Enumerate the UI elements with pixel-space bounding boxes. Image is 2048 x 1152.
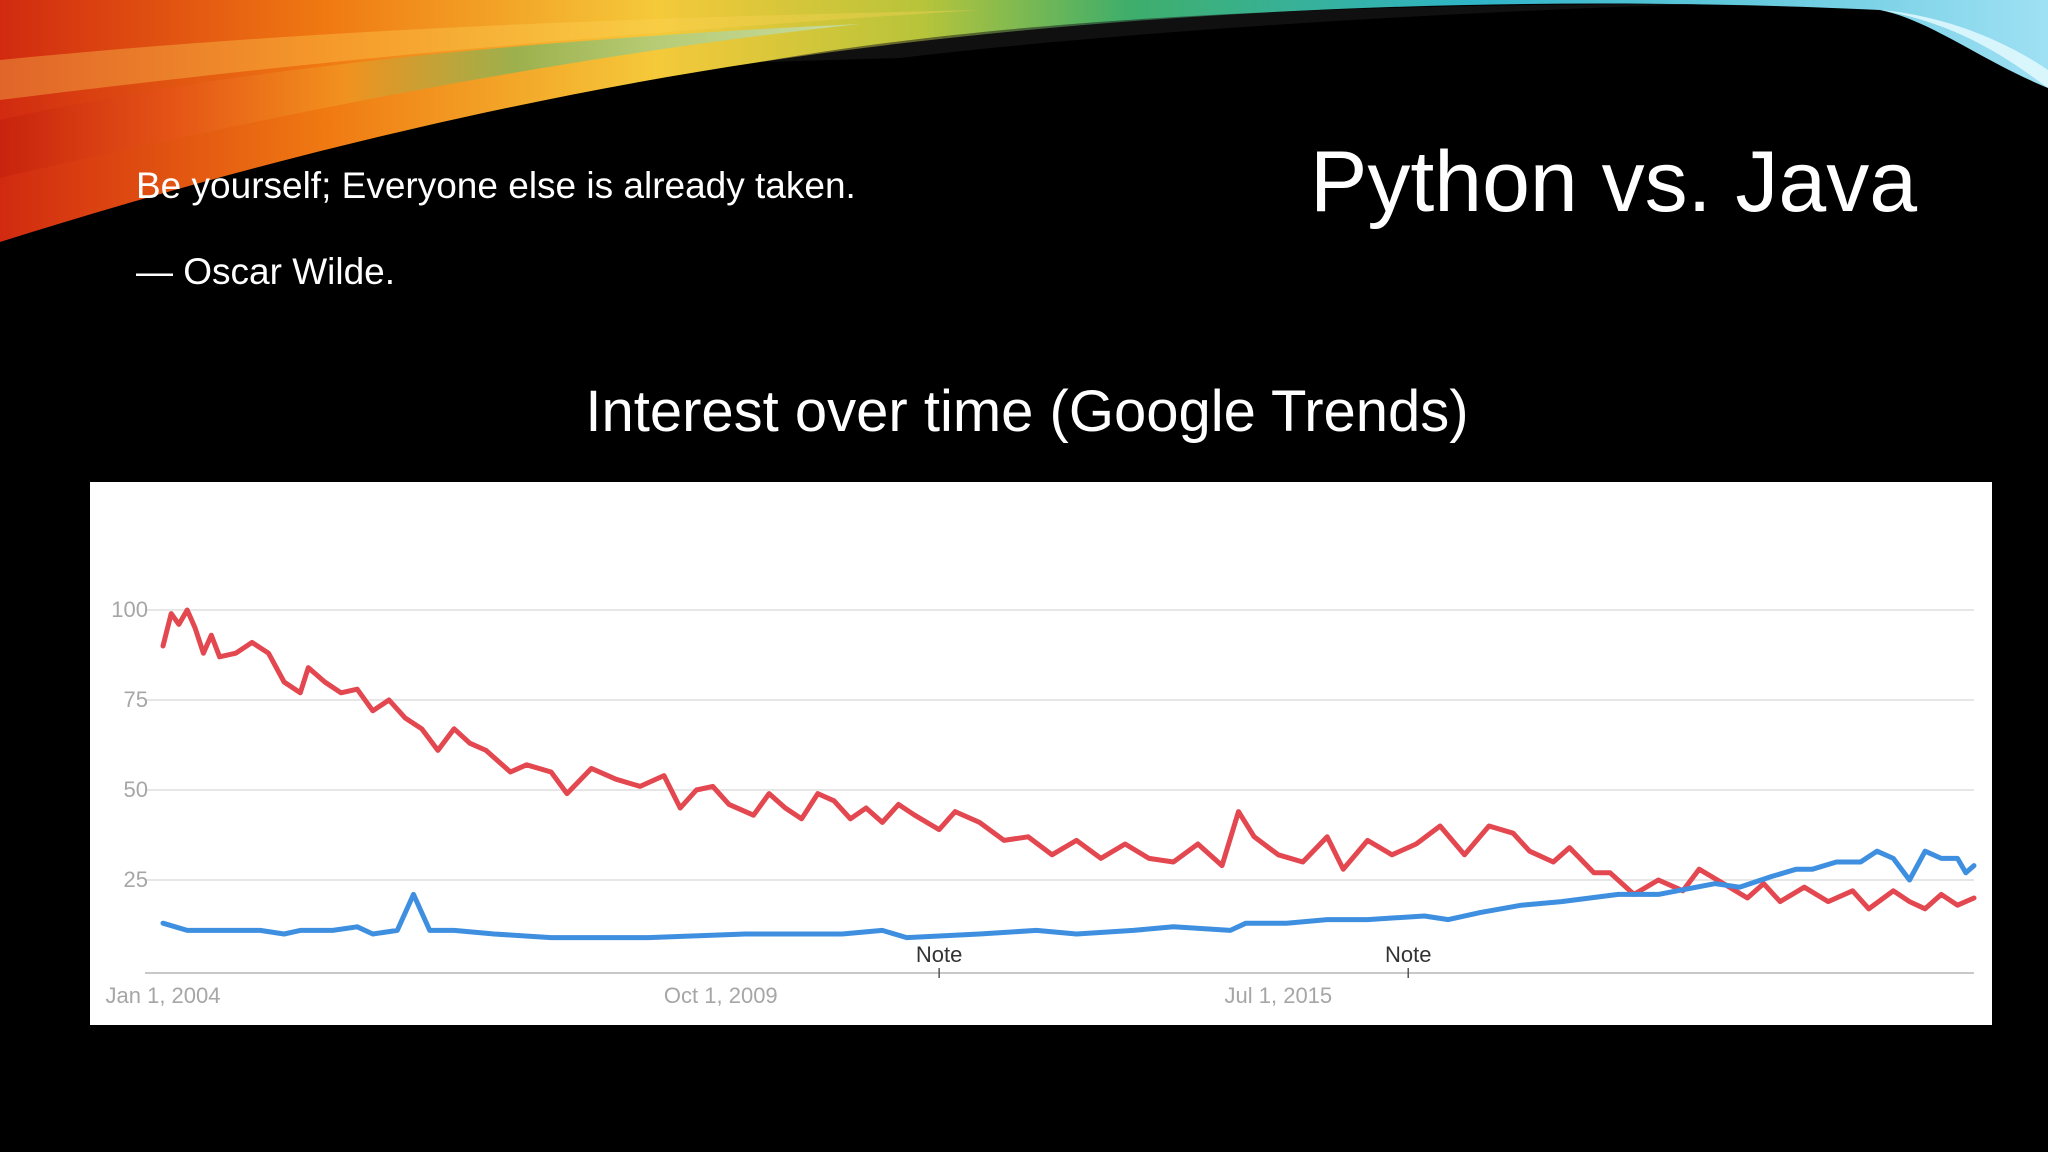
slide-title: Python vs. Java	[1310, 134, 1918, 230]
y-tick-label-25: 25	[124, 867, 148, 892]
quote-text: Be yourself; Everyone else is already ta…	[136, 165, 856, 206]
y-tick-label-100: 100	[111, 597, 148, 622]
series-line-blue	[160, 848, 1977, 941]
chart-heading: Interest over time (Google Trends)	[585, 379, 1469, 444]
x-tick-label-1: Oct 1, 2009	[664, 983, 778, 1008]
chart-panel: 25 50 75 100 Jan 1, 2004 Oct 1, 2009 Jul 1, 20…	[90, 482, 1992, 1025]
y-tick-label-50: 50	[124, 777, 148, 802]
y-tick-label-75: 75	[124, 687, 148, 712]
annotation-label-0: Note	[916, 942, 962, 967]
decorative-swoosh	[0, 0, 2048, 242]
series-line-red	[160, 607, 1977, 912]
x-tick-label-0: Jan 1, 2004	[106, 983, 221, 1008]
quote-author: — Oscar Wilde.	[136, 251, 396, 292]
trends-line-chart: 25 50 75 100 Jan 1, 2004 Oct 1, 2009 Jul 1, 20…	[106, 597, 1977, 1008]
annotation-label-1: Note	[1385, 942, 1431, 967]
x-tick-label-2: Jul 1, 2015	[1225, 983, 1333, 1008]
